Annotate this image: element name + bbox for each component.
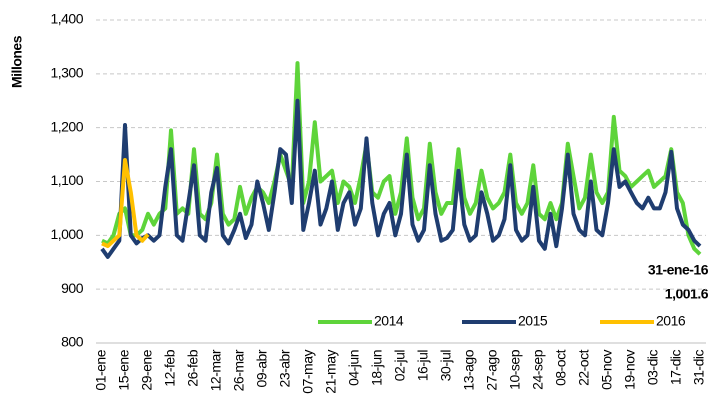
x-tick-label: 01-ene — [93, 349, 109, 390]
x-tick-label: 23-abr — [277, 349, 293, 387]
annotation-value: 1,001.6 — [665, 286, 709, 302]
series-line — [100, 98, 702, 259]
x-tick-label: 17-dic — [668, 350, 684, 386]
y-tick-label: 1,000 — [50, 226, 83, 242]
x-tick-label: 12-feb — [162, 349, 178, 386]
y-tick-label: 1,200 — [50, 118, 83, 134]
x-tick-label: 30-jul — [438, 350, 454, 382]
x-tick-label: 02-jul — [392, 350, 408, 382]
x-tick-label: 21-may — [323, 350, 339, 394]
x-tick-label: 27-ago — [484, 349, 500, 390]
x-tick-label: 09-abr — [254, 349, 270, 387]
legend-label: 2016 — [656, 313, 686, 329]
y-tick-label: 1,400 — [50, 11, 83, 27]
x-tick-label: 31-dic — [691, 350, 707, 386]
y-tick-label: 1,300 — [50, 65, 83, 81]
x-tick-label: 22-oct — [576, 349, 592, 386]
x-tick-label: 07-may — [300, 350, 316, 394]
x-tick-label: 03-dic — [645, 350, 661, 386]
legend-label: 2014 — [374, 313, 404, 329]
x-tick-label: 29-ene — [139, 349, 155, 390]
x-tick-label: 16-jul — [415, 350, 431, 382]
y-tick-label: 900 — [61, 280, 84, 296]
annotation-label: 31-ene-16 — [648, 262, 709, 278]
series-line — [101, 61, 702, 256]
x-tick-label: 10-sep — [507, 349, 523, 390]
y-tick-label: 1,100 — [50, 172, 83, 188]
x-tick-label: 24-sep — [530, 349, 546, 390]
x-tick-label: 18-jun — [369, 350, 385, 386]
x-tick-label: 13-ago — [461, 349, 477, 390]
x-tick-label: 26-feb — [185, 349, 201, 386]
x-tick-label: 15-ene — [116, 349, 132, 390]
y-tick-label: 800 — [61, 334, 84, 350]
x-tick-label: 08-oct — [553, 349, 569, 386]
series-line — [101, 158, 150, 249]
x-tick-label: 12-mar — [208, 349, 224, 391]
x-tick-label: 26-mar — [231, 349, 247, 391]
x-tick-label: 04-jun — [346, 350, 362, 386]
y-axis-label: Millones — [9, 35, 25, 88]
x-tick-label: 19-nov — [622, 350, 638, 390]
legend-label: 2015 — [518, 313, 548, 329]
x-tick-label: 05-nov — [599, 350, 615, 390]
